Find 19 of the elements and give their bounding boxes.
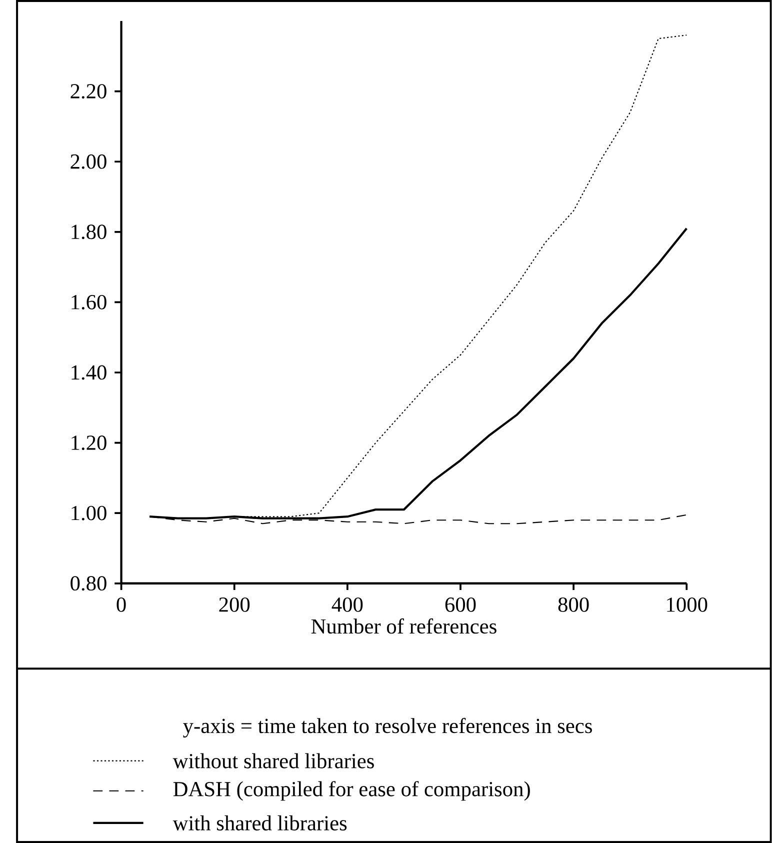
- y-tick-label: 1.60: [72, 294, 106, 310]
- x-tick-label: 400: [332, 597, 363, 612]
- legend-label: DASH (compiled for ease of comparison): [173, 781, 530, 801]
- legend-label: without shared libraries: [172, 753, 374, 768]
- y-tick-label: 0.80: [70, 576, 106, 591]
- x-tick-label: 800: [558, 597, 589, 612]
- y-tick-label: 1.20: [72, 436, 106, 450]
- y-tick-label: 1.80: [72, 224, 106, 240]
- legend-label: with shared libraries: [172, 815, 347, 830]
- y-tick-label: 2.00: [70, 154, 106, 169]
- x-axis-title: Number of references: [311, 618, 496, 634]
- y-tick-label: 1.00: [72, 506, 106, 520]
- x-tick-label: 0: [116, 597, 126, 612]
- x-tick-label: 600: [445, 597, 476, 612]
- x-tick-label: 1000: [667, 597, 708, 612]
- y-tick-label: 2.20: [70, 84, 106, 99]
- text: y-axis = time taken to resolve references in secs: [183, 718, 592, 738]
- y-tick-label: 1.40: [72, 365, 106, 380]
- x-tick-label: 200: [219, 597, 250, 612]
